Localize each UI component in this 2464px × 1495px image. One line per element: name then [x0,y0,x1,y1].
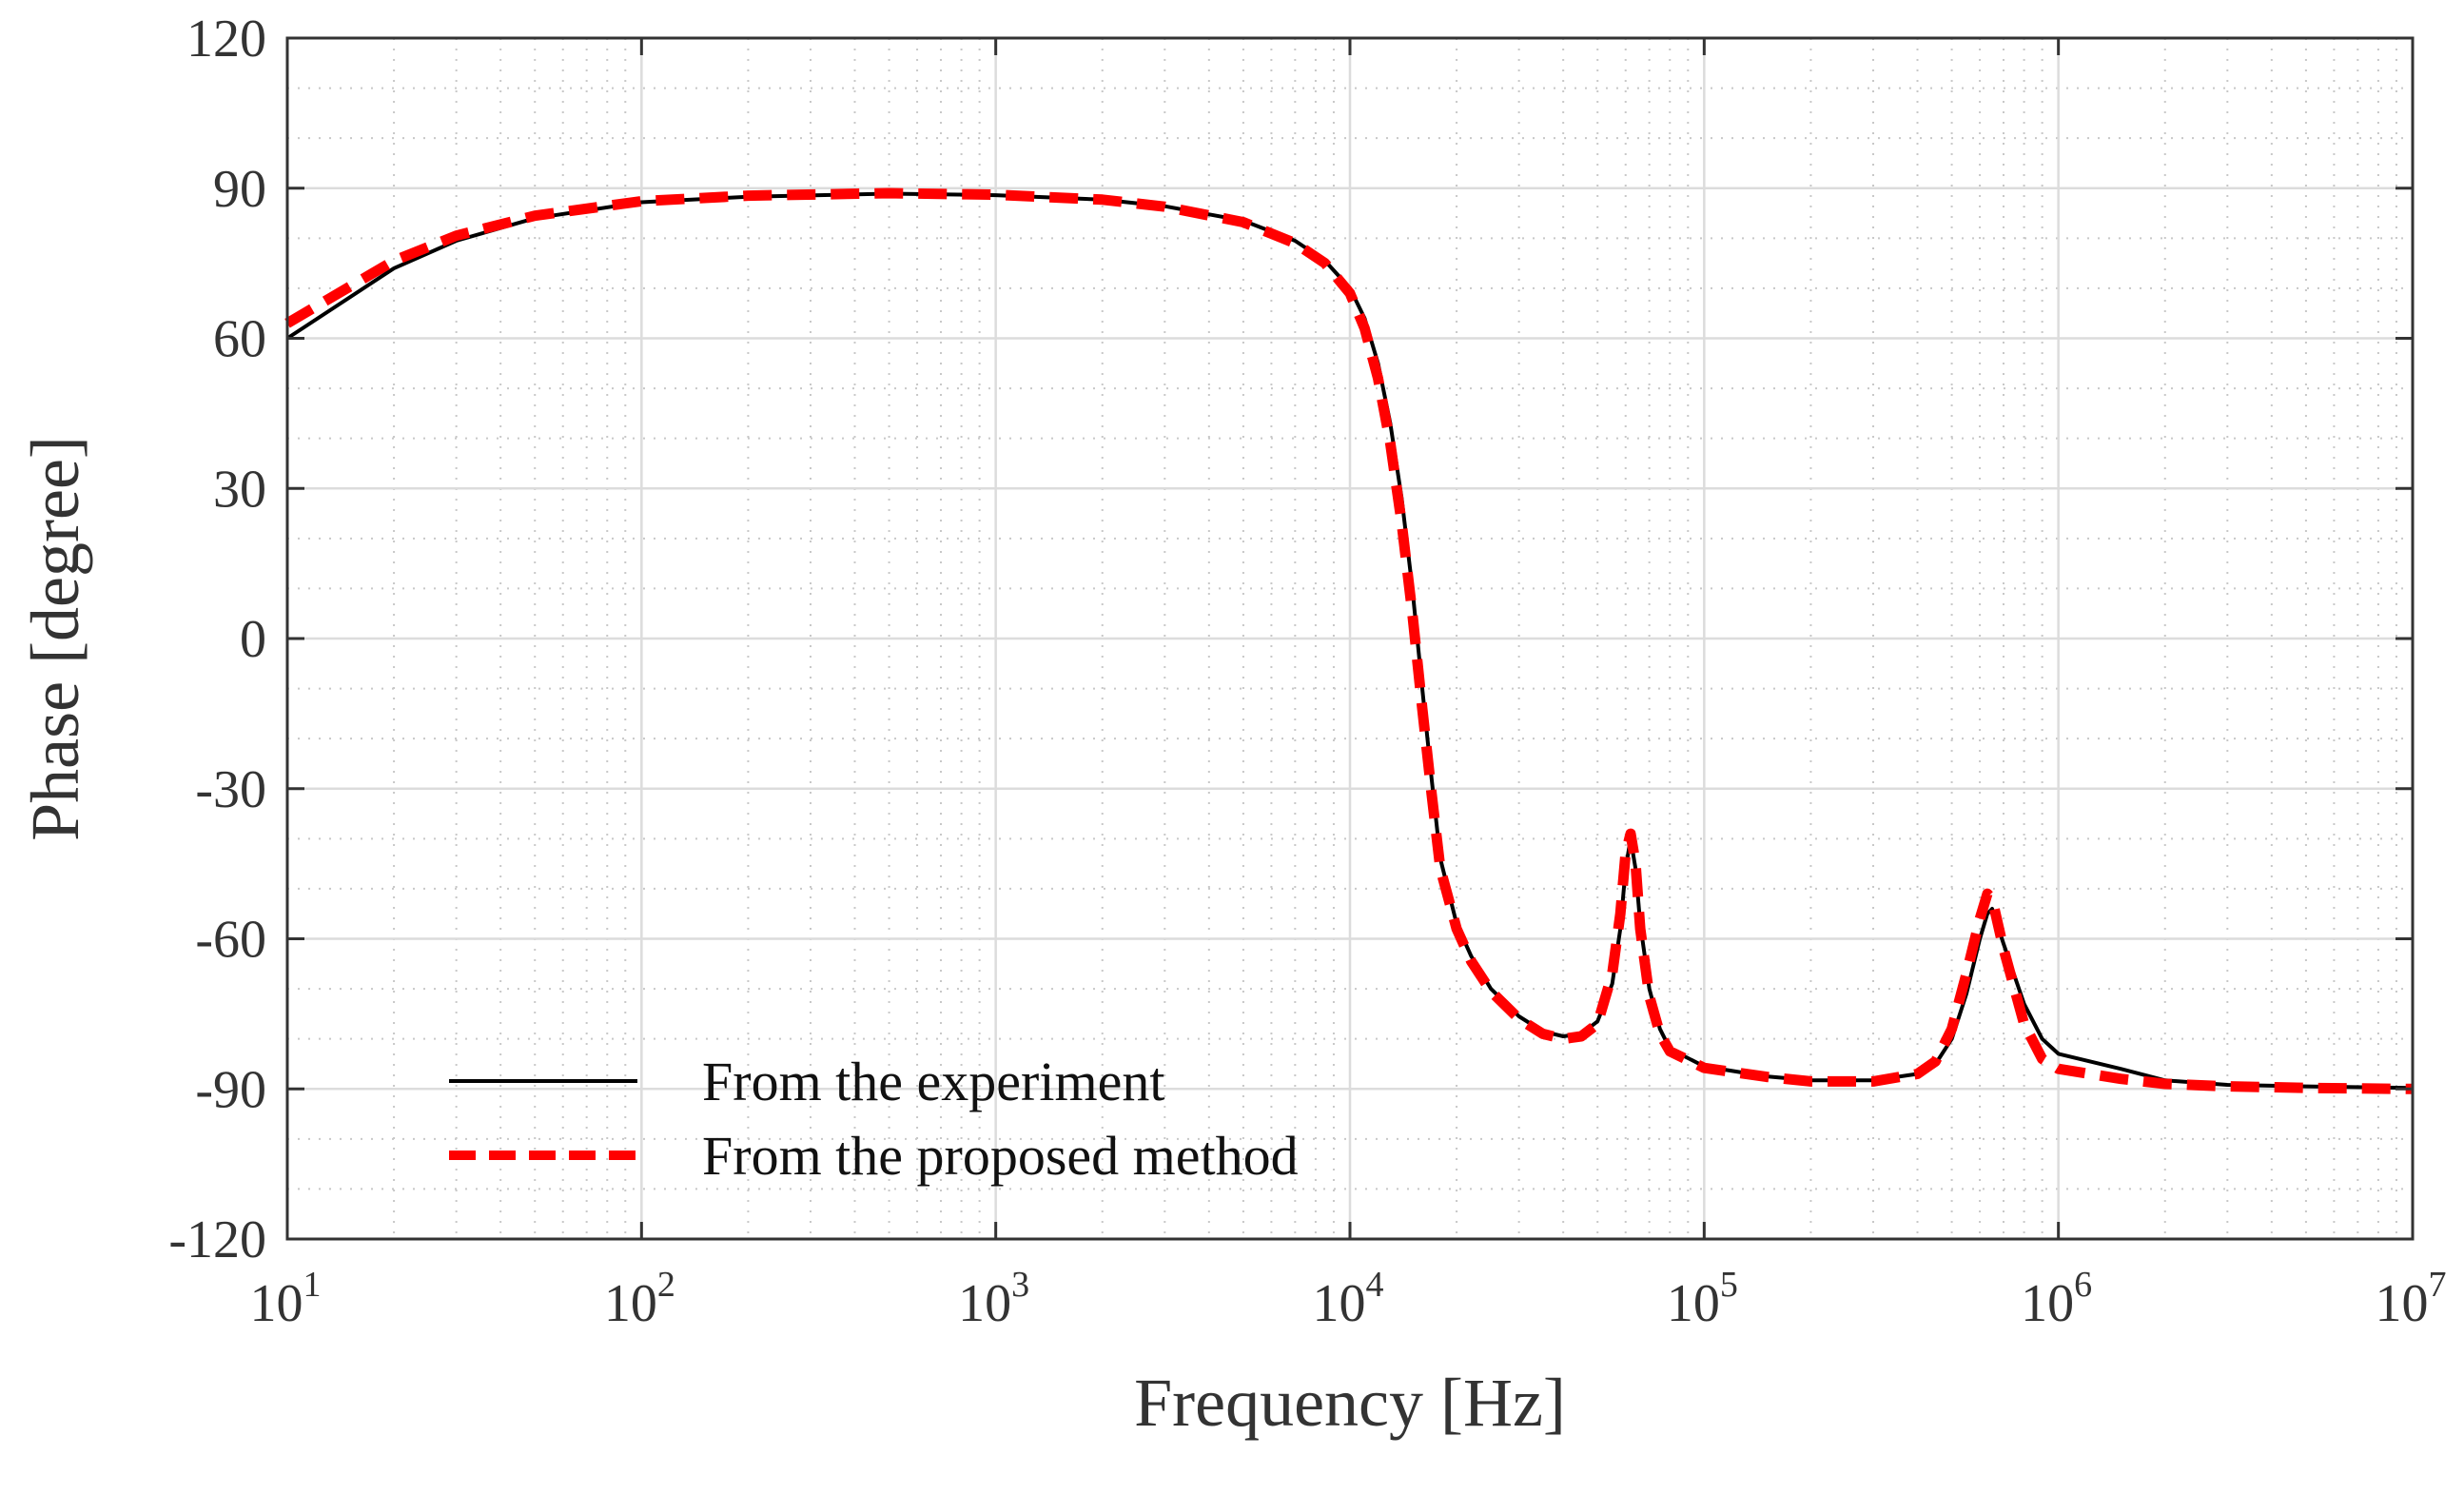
minor-grid [287,38,2413,1239]
y-tick-label: 30 [213,460,266,519]
x-tick-label: 107 [2376,1265,2447,1333]
y-tick-label: -90 [195,1060,266,1119]
y-tick-label: 90 [213,160,266,219]
x-tick-label: 103 [958,1265,1029,1333]
x-tick-labels: 101 102 103 104 105 106 107 [250,1265,2447,1333]
x-tick-label: 101 [250,1265,322,1333]
x-tick-label: 105 [1667,1265,1738,1333]
series-layer [284,187,2414,1094]
series-experiment-line [285,191,2414,1091]
y-axis-title: Phase [degree] [17,436,93,841]
legend: From the experiment From the proposed me… [449,1051,1299,1187]
x-tick-label: 104 [1313,1265,1384,1333]
y-tick-label: 60 [213,310,266,369]
axis-ticks [285,36,2415,1241]
legend-label-experiment: From the experiment [702,1051,1164,1112]
y-tick-labels: 120 90 60 30 0 -30 -60 -90 -120 [168,10,266,1269]
y-tick-label: 0 [240,610,266,669]
y-tick-label: -60 [195,911,266,970]
series-proposed-method-line [284,187,2414,1094]
x-axis-title: Frequency [Hz] [1134,1365,1566,1441]
x-tick-label: 106 [2021,1265,2092,1333]
y-tick-label: 120 [186,10,266,69]
y-tick-label: -120 [168,1210,266,1269]
y-tick-label: -30 [195,760,266,819]
x-tick-label: 102 [604,1265,675,1333]
legend-label-proposed-method: From the proposed method [702,1125,1299,1187]
